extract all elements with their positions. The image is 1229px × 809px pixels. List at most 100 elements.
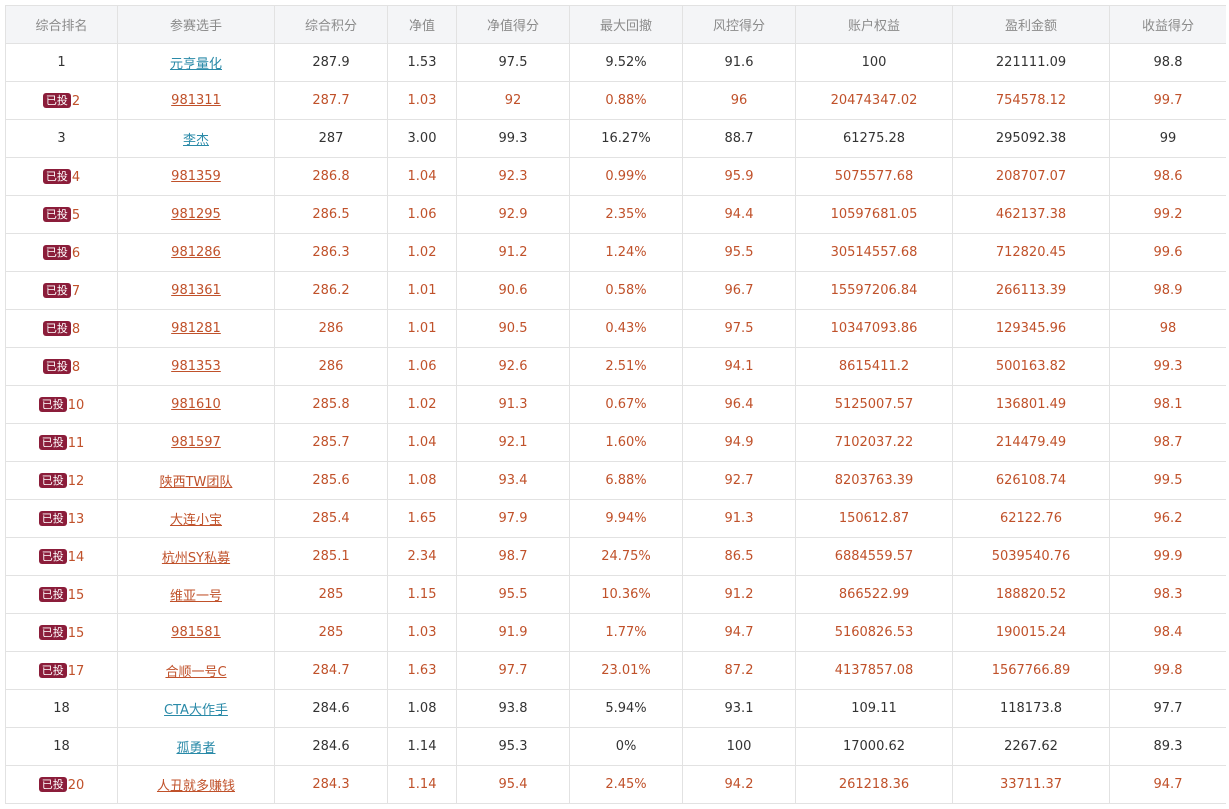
participant-link[interactable]: 981281: [171, 321, 221, 336]
cell-nav-score: 97.7: [456, 651, 570, 690]
participant-link[interactable]: 981610: [171, 397, 221, 412]
cell-nav-score: 92.3: [456, 157, 570, 196]
participant-link[interactable]: 981361: [171, 283, 221, 298]
cell-max-drawdown: 16.27%: [569, 119, 683, 158]
cell-return-score: 98.9: [1109, 271, 1226, 310]
cell-profit-amount: 136801.49: [952, 385, 1110, 424]
cell-participant: 981286: [117, 233, 275, 272]
cell-rank: 已投 4: [5, 157, 118, 196]
participant-link[interactable]: 981353: [171, 359, 221, 374]
header-profit-amount[interactable]: 盈利金额: [952, 5, 1110, 44]
cell-max-drawdown: 2.35%: [569, 195, 683, 234]
participant-link[interactable]: 981597: [171, 435, 221, 450]
cell-max-drawdown: 0.58%: [569, 271, 683, 310]
cell-profit-amount: 500163.82: [952, 347, 1110, 386]
cell-participant: 981581: [117, 613, 275, 652]
participant-link[interactable]: 大连小宝: [169, 513, 222, 528]
table-row: 已投 8 981281 286 1.01 90.5 0.43% 97.5 10347093.86…: [5, 309, 1226, 348]
cell-return-score: 96.2: [1109, 499, 1226, 538]
cell-return-score: 97.7: [1109, 689, 1226, 728]
cell-nav-score: 92.9: [456, 195, 570, 234]
cell-profit-amount: 118173.8: [952, 689, 1110, 728]
participant-link[interactable]: 合顺一号C: [165, 665, 227, 680]
cell-nav: 1.03: [387, 81, 457, 120]
invested-badge: 已投: [38, 548, 67, 564]
cell-return-score: 94.7: [1109, 765, 1226, 804]
participant-link[interactable]: 元亨量化: [169, 57, 222, 72]
cell-nav-score: 90.6: [456, 271, 570, 310]
cell-nav-score: 92.1: [456, 423, 570, 462]
cell-nav: 1.14: [387, 765, 457, 804]
participant-link[interactable]: 李杰: [182, 133, 209, 148]
cell-risk-score: 92.7: [682, 461, 796, 500]
cell-account-equity: 150612.87: [795, 499, 953, 538]
cell-rank: 已投 15: [5, 575, 118, 614]
participant-link[interactable]: 981581: [171, 625, 221, 640]
header-risk-score[interactable]: 风控得分: [682, 5, 796, 44]
cell-return-score: 98.7: [1109, 423, 1226, 462]
rank-value: 6: [71, 245, 81, 261]
table-row: 3 李杰 287 3.00 99.3 16.27% 88.7 61275.28 295092.3…: [5, 119, 1226, 158]
cell-profit-amount: 754578.12: [952, 81, 1110, 120]
cell-rank: 已投 13: [5, 499, 118, 538]
cell-risk-score: 95.9: [682, 157, 796, 196]
ranking-table-container: 综合排名 参赛选手 综合积分 净值 净值得分 最大回撤 风控得分 账户权益 盈利…: [5, 5, 1226, 809]
participant-link[interactable]: 981286: [171, 245, 221, 260]
table-row: 18 孤勇者 284.6 1.14 95.3 0% 100 17000.62 2267.62 89…: [5, 727, 1226, 766]
participant-link[interactable]: 维亚一号: [169, 589, 222, 604]
cell-return-score: 98.3: [1109, 575, 1226, 614]
cell-participant: 合顺一号C: [117, 651, 275, 690]
cell-nav: 1.08: [387, 689, 457, 728]
participant-link[interactable]: 杭州SY私募: [161, 551, 231, 566]
cell-risk-score: 94.7: [682, 613, 796, 652]
cell-account-equity: 6884559.57: [795, 537, 953, 576]
ranking-table: 综合排名 参赛选手 综合积分 净值 净值得分 最大回撤 风控得分 账户权益 盈利…: [5, 5, 1226, 804]
cell-profit-amount: 2267.62: [952, 727, 1110, 766]
cell-participant: 981295: [117, 195, 275, 234]
cell-account-equity: 20474347.02: [795, 81, 953, 120]
header-total-score[interactable]: 综合积分: [274, 5, 388, 44]
cell-profit-amount: 188820.52: [952, 575, 1110, 614]
participant-link[interactable]: 981359: [171, 169, 221, 184]
cell-total-score: 284.3: [274, 765, 388, 804]
header-rank[interactable]: 综合排名: [5, 5, 118, 44]
table-body: 1 元亨量化 287.9 1.53 97.5 9.52% 91.6 100 221111.09 9…: [5, 43, 1226, 804]
header-nav-score[interactable]: 净值得分: [456, 5, 570, 44]
participant-link[interactable]: CTA大作手: [164, 703, 228, 718]
participant-link[interactable]: 981295: [171, 207, 221, 222]
participant-link[interactable]: 陕西TW团队: [159, 475, 233, 490]
header-account-equity[interactable]: 账户权益: [795, 5, 953, 44]
header-return-score[interactable]: 收益得分: [1109, 5, 1226, 44]
cell-max-drawdown: 2.45%: [569, 765, 683, 804]
header-participant[interactable]: 参赛选手: [117, 5, 275, 44]
cell-nav-score: 95.3: [456, 727, 570, 766]
cell-risk-score: 87.2: [682, 651, 796, 690]
cell-account-equity: 10597681.05: [795, 195, 953, 234]
cell-total-score: 285.1: [274, 537, 388, 576]
cell-account-equity: 109.11: [795, 689, 953, 728]
cell-account-equity: 4137857.08: [795, 651, 953, 690]
participant-link[interactable]: 孤勇者: [176, 741, 216, 756]
participant-link[interactable]: 人丑就多赚钱: [156, 779, 235, 794]
cell-profit-amount: 214479.49: [952, 423, 1110, 462]
cell-return-score: 99.5: [1109, 461, 1226, 500]
cell-rank: 已投 10: [5, 385, 118, 424]
cell-nav: 1.01: [387, 309, 457, 348]
cell-participant: 元亨量化: [117, 43, 275, 82]
header-nav[interactable]: 净值: [387, 5, 457, 44]
cell-return-score: 99: [1109, 119, 1226, 158]
cell-total-score: 286.5: [274, 195, 388, 234]
header-max-drawdown[interactable]: 最大回撤: [569, 5, 683, 44]
cell-total-score: 287: [274, 119, 388, 158]
invested-badge: 已投: [42, 320, 71, 336]
cell-account-equity: 7102037.22: [795, 423, 953, 462]
rank-value: 18: [53, 701, 70, 716]
cell-account-equity: 261218.36: [795, 765, 953, 804]
cell-account-equity: 61275.28: [795, 119, 953, 158]
cell-return-score: 99.7: [1109, 81, 1226, 120]
cell-rank: 已投 11: [5, 423, 118, 462]
participant-link[interactable]: 981311: [171, 93, 221, 108]
rank-value: 3: [57, 131, 66, 146]
cell-participant: 981311: [117, 81, 275, 120]
cell-total-score: 285: [274, 613, 388, 652]
